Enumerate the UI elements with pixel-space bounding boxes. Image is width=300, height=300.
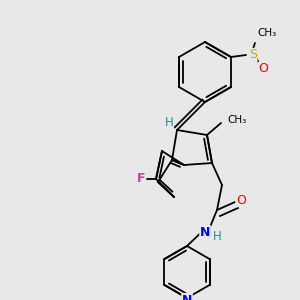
Text: H: H [213,230,221,244]
Text: CH₃: CH₃ [257,28,276,38]
Text: F: F [137,172,145,185]
Text: N: N [182,293,192,300]
Text: O: O [258,62,268,76]
Text: N: N [200,226,210,238]
Text: CH₃: CH₃ [227,115,246,125]
Text: O: O [236,194,246,206]
Text: H: H [165,116,173,128]
Text: S: S [249,49,257,62]
